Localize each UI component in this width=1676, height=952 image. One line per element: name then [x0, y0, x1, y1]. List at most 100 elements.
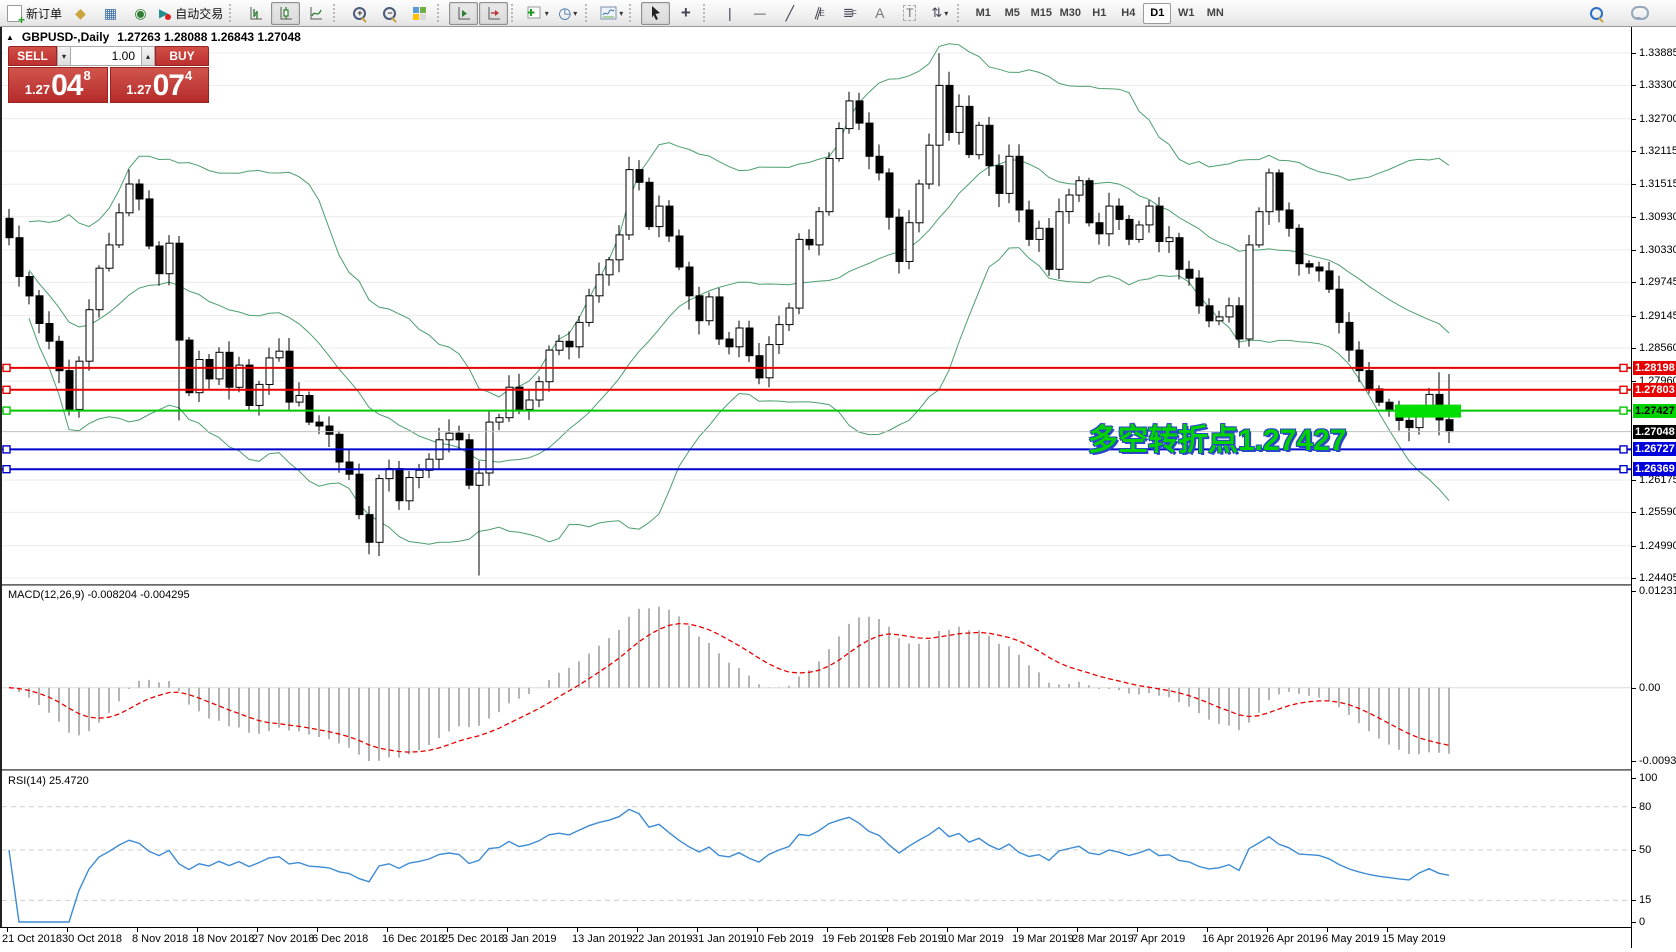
price-tick-label: 1.30330: [1639, 243, 1676, 256]
tf-button-m5[interactable]: M5: [1004, 7, 1020, 19]
search-button[interactable]: [1582, 2, 1611, 25]
date-tick: [7, 928, 8, 932]
auto-trading-button[interactable]: ▶ 自动交易: [159, 6, 224, 21]
arrows-button[interactable]: ⇅ ▾: [931, 5, 949, 20]
macd-label: MACD(12,26,9) -0.008204 -0.004295: [8, 589, 190, 601]
chart-shift-button[interactable]: [479, 1, 509, 25]
main-chart-canvas[interactable]: [2, 27, 1633, 584]
axis-tick: [1632, 778, 1636, 779]
tf-button-mn[interactable]: MN: [1206, 7, 1224, 19]
buy-price-button[interactable]: 1.27 07 4: [109, 67, 209, 103]
indicators-button[interactable]: ▾: [523, 2, 552, 25]
cursor-icon: [651, 6, 660, 20]
signals-icon: ◉: [134, 4, 147, 21]
volume-increase-button[interactable]: ▴: [141, 46, 155, 66]
tf-button-m30[interactable]: M30: [1059, 7, 1081, 19]
tf-button-w1[interactable]: W1: [1178, 7, 1195, 19]
tf-button-h4[interactable]: H4: [1121, 7, 1136, 19]
date-label: 31 Jan 2019: [692, 933, 753, 945]
new-order-button[interactable]: + 新订单: [4, 2, 65, 26]
price-axis[interactable]: 1.33885 1.33300 1.32700 1.32115 1.31515 1.309…: [1631, 27, 1676, 948]
candlestick-chart-button[interactable]: [271, 1, 301, 25]
toolbar-separator: [333, 4, 340, 22]
zoom-out-icon: −: [383, 6, 397, 20]
axis-tick: [1632, 761, 1636, 762]
level-line-anchor: [2, 406, 11, 415]
volume-decrease-button[interactable]: ▾: [57, 46, 71, 66]
zoom-in-button[interactable]: +: [345, 2, 374, 25]
date-tick: [257, 928, 258, 932]
trendline-button[interactable]: ╱: [775, 2, 804, 25]
periods-clock-icon: ◷: [558, 5, 572, 22]
date-label: 26 Apr 2019: [1262, 933, 1322, 945]
price-tick-label: 1.30930: [1639, 210, 1676, 223]
price-level-badge: 1.27427: [1633, 403, 1676, 418]
bar-chart-button[interactable]: [241, 2, 270, 25]
signals-button[interactable]: ◉: [126, 2, 155, 25]
quotes-button[interactable]: ◆: [66, 2, 95, 25]
text-icon: A: [875, 5, 885, 21]
date-tick: [67, 928, 68, 932]
bar-chart-icon: [250, 7, 262, 20]
text-button[interactable]: A: [865, 2, 894, 25]
templates-button[interactable]: ▾: [597, 2, 626, 25]
text-label-icon: T: [903, 5, 917, 21]
tf-button-m15[interactable]: M15: [1030, 7, 1052, 19]
axis-tick: [1632, 900, 1636, 902]
date-label: 28 Feb 2019: [882, 933, 944, 945]
line-chart-button[interactable]: [301, 2, 330, 25]
arrows-icon: ⇅: [931, 5, 943, 20]
horizontal-line-button[interactable]: —: [745, 2, 774, 25]
tf-button-h1[interactable]: H1: [1092, 7, 1107, 19]
panel-splitter[interactable]: [2, 769, 1633, 772]
level-line-anchor: [1619, 363, 1628, 373]
chat-button[interactable]: [1625, 2, 1654, 25]
level-line-anchor: [1619, 406, 1628, 415]
date-label: 22 Jan 2019: [632, 933, 693, 945]
axis-tick: [1632, 850, 1636, 851]
level-line-anchor: [1619, 385, 1628, 394]
vertical-line-button[interactable]: |: [715, 2, 744, 25]
sell-price-button[interactable]: 1.27 04 8: [8, 67, 108, 103]
macd-panel-canvas[interactable]: [2, 586, 1633, 769]
date-label: 6 May 2019: [1322, 933, 1380, 945]
price-tick-label: 1.24990: [1639, 539, 1676, 552]
date-tick: [1207, 928, 1208, 932]
tf-button-d1[interactable]: D1: [1143, 2, 1172, 24]
sell-button[interactable]: SELL: [8, 46, 57, 66]
cursor-button[interactable]: [641, 1, 671, 25]
collapse-panel-icon[interactable]: ▲: [6, 32, 14, 42]
equidistant-channel-button[interactable]: ∥ E: [812, 4, 825, 21]
rsi-panel-canvas[interactable]: [2, 771, 1633, 927]
volume-input[interactable]: 1.00: [71, 46, 141, 66]
axis-tick: [1632, 151, 1636, 153]
level-line-anchor: [2, 385, 11, 394]
date-label: 10 Mar 2019: [942, 933, 1004, 945]
time-axis[interactable]: 21 Oct 2018 30 Oct 2018 8 Nov 2018 18 Nov 2…: [0, 927, 1631, 949]
crosshair-button[interactable]: +: [671, 2, 700, 25]
price-level-badge: 1.26727: [1633, 442, 1676, 457]
toolbar-separator: [585, 4, 592, 22]
buy-button[interactable]: BUY: [155, 46, 209, 66]
zoom-out-button[interactable]: −: [375, 2, 404, 25]
periods-button[interactable]: ◷ ▾: [558, 5, 578, 22]
highlight-box[interactable]: [1395, 404, 1461, 418]
date-tick: [1137, 928, 1138, 932]
toolbar: + 新订单 ◆ ▦ ◉ ▶ 自动交易 + − ▾ ◷ ▾ ▾ + | —: [0, 0, 1676, 27]
trendline-icon: ╱: [785, 4, 794, 21]
auto-scroll-button[interactable]: [449, 1, 479, 25]
fibonacci-button[interactable]: ≣ F: [842, 5, 857, 20]
axis-tick: [1632, 216, 1636, 218]
data-window-button[interactable]: ▦: [96, 2, 125, 25]
line-chart-icon: [310, 7, 322, 20]
price-tick-label: 1.33300: [1639, 79, 1676, 92]
toolbar-separator: [229, 4, 236, 22]
price-tick-label: 1.31515: [1639, 178, 1676, 191]
axis-tick: [1632, 184, 1636, 186]
date-label: 16 Apr 2019: [1202, 933, 1262, 945]
panel-splitter[interactable]: [2, 584, 1633, 587]
text-label-button[interactable]: T: [895, 2, 924, 25]
tile-windows-button[interactable]: [405, 2, 434, 25]
tf-button-m1[interactable]: M1: [975, 7, 991, 19]
date-label: 28 Mar 2019: [1072, 933, 1134, 945]
